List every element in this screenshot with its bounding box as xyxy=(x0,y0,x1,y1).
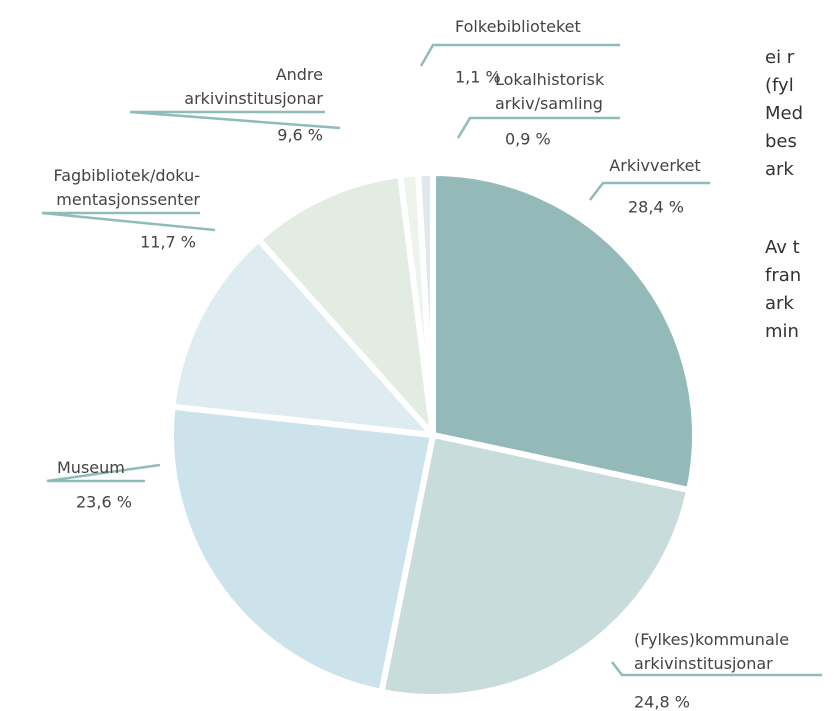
pie-slice xyxy=(168,403,436,695)
side-text: Med xyxy=(765,103,803,124)
leader-line xyxy=(456,116,620,139)
label-line: Fagbibliotek/doku- xyxy=(53,166,200,185)
label-line: Folkebiblioteket xyxy=(455,17,581,36)
slice-label: Arkivverket xyxy=(609,156,700,175)
value-label: 24,8 % xyxy=(634,693,690,711)
value-label: 1,1 % xyxy=(455,68,501,87)
label-line: Museum xyxy=(57,458,125,477)
leader-line xyxy=(46,463,161,483)
side-text: bes xyxy=(765,131,797,152)
side-text: ark xyxy=(765,159,794,180)
slice-label: Lokalhistorisk arkiv/samling xyxy=(495,70,605,113)
side-text: min xyxy=(765,321,799,342)
label-line: (Fylkes)kommunale xyxy=(634,630,789,649)
leader-line xyxy=(611,661,822,677)
pie-slice xyxy=(378,432,693,700)
leader-line xyxy=(41,211,216,232)
value-label: 28,4 % xyxy=(628,198,684,217)
leader-line xyxy=(129,110,341,130)
label-line: arkivinstitusjonar xyxy=(184,89,323,108)
label-line: mentasjonssenter xyxy=(56,190,200,209)
pie-slice xyxy=(430,170,698,494)
side-text: (fyl xyxy=(765,75,794,96)
slice-label: Andre arkivinstitusjonar xyxy=(184,65,323,108)
value-label: 9,6 % xyxy=(277,126,323,145)
label-line: arkivinstitusjonar xyxy=(634,654,773,673)
slice-label: Fagbibliotek/doku-mentasjonssenter xyxy=(53,166,200,209)
leader-line xyxy=(589,181,710,201)
label-line: Andre xyxy=(276,65,323,84)
label-line: arkiv/samling xyxy=(495,94,603,113)
slice-label: Folkebiblioteket xyxy=(455,17,581,36)
label-line: Lokalhistorisk xyxy=(495,70,605,89)
slice-label: Museum xyxy=(57,458,125,477)
label-line: Arkivverket xyxy=(609,156,700,175)
pie-slice xyxy=(169,236,436,438)
side-text: ei r xyxy=(765,47,795,68)
leader-line xyxy=(419,43,620,67)
side-text: fran xyxy=(765,265,801,286)
value-label: 23,6 % xyxy=(76,493,132,512)
value-label: 0,9 % xyxy=(505,130,551,149)
pie-slice xyxy=(255,172,436,438)
value-label: 11,7 % xyxy=(140,233,196,252)
side-text: ark xyxy=(765,293,794,314)
pie-slice xyxy=(415,170,436,438)
slice-label: (Fylkes)kommunale arkivinstitusjonar xyxy=(634,630,789,673)
side-text: Av t xyxy=(765,237,800,258)
